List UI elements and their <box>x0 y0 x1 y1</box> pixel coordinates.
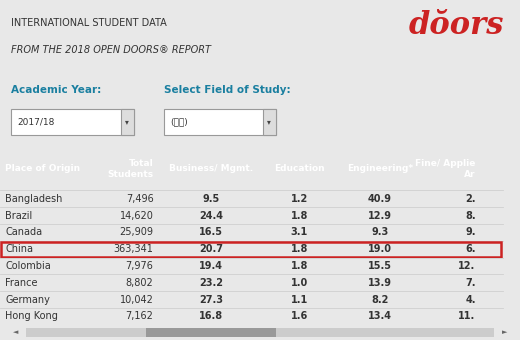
Text: France: France <box>5 278 37 288</box>
Text: 7,162: 7,162 <box>126 311 153 321</box>
Text: Hong Kong: Hong Kong <box>5 311 58 321</box>
Text: 10,042: 10,042 <box>120 294 153 305</box>
Text: 1.0: 1.0 <box>291 278 308 288</box>
Text: 1.8: 1.8 <box>291 244 308 254</box>
Text: Education: Education <box>274 165 325 173</box>
Text: INTERNATIONAL STUDENT DATA: INTERNATIONAL STUDENT DATA <box>11 18 167 28</box>
Text: 3.1: 3.1 <box>291 227 308 237</box>
Text: FROM THE 2018 OPEN DOORS® REPORT: FROM THE 2018 OPEN DOORS® REPORT <box>11 45 212 55</box>
Text: ◄: ◄ <box>13 329 18 335</box>
Text: 7,496: 7,496 <box>126 194 153 204</box>
FancyBboxPatch shape <box>11 109 134 135</box>
Text: Academic Year:: Academic Year: <box>11 85 102 95</box>
Text: ►: ► <box>502 329 507 335</box>
Text: Select Field of Study:: Select Field of Study: <box>164 85 291 95</box>
FancyBboxPatch shape <box>146 328 276 337</box>
Text: 11.: 11. <box>459 311 476 321</box>
Text: 2.: 2. <box>465 194 476 204</box>
Text: (全部): (全部) <box>170 118 188 126</box>
Text: 4.: 4. <box>465 294 476 305</box>
Text: ▾: ▾ <box>125 117 129 126</box>
Text: dŏors: dŏors <box>409 10 504 40</box>
Text: 24.4: 24.4 <box>199 210 224 221</box>
Text: 25,909: 25,909 <box>120 227 153 237</box>
Text: Place of Origin: Place of Origin <box>5 165 80 173</box>
Text: Colombia: Colombia <box>5 261 51 271</box>
Text: 15.5: 15.5 <box>368 261 392 271</box>
Text: 9.5: 9.5 <box>203 194 220 204</box>
Text: 1.8: 1.8 <box>291 210 308 221</box>
Text: 7.: 7. <box>465 278 476 288</box>
Text: 40.9: 40.9 <box>368 194 392 204</box>
Text: Bangladesh: Bangladesh <box>5 194 62 204</box>
Text: 16.8: 16.8 <box>199 311 224 321</box>
Text: Business/ Mgmt.: Business/ Mgmt. <box>170 165 253 173</box>
Text: 8.: 8. <box>465 210 476 221</box>
Text: 6.: 6. <box>465 244 476 254</box>
Text: 13.4: 13.4 <box>368 311 392 321</box>
FancyBboxPatch shape <box>26 328 494 337</box>
FancyBboxPatch shape <box>263 109 276 135</box>
Text: Engineering*: Engineering* <box>347 165 413 173</box>
Text: 23.2: 23.2 <box>199 278 224 288</box>
Text: Canada: Canada <box>5 227 42 237</box>
Text: 7,976: 7,976 <box>126 261 153 271</box>
Text: Germany: Germany <box>5 294 50 305</box>
Text: 363,341: 363,341 <box>114 244 153 254</box>
Text: 27.3: 27.3 <box>199 294 224 305</box>
Text: 12.9: 12.9 <box>368 210 392 221</box>
Text: 8.2: 8.2 <box>371 294 389 305</box>
Text: 9.: 9. <box>465 227 476 237</box>
Text: 1.2: 1.2 <box>291 194 308 204</box>
Text: Total
Students: Total Students <box>108 159 153 178</box>
Text: ▾: ▾ <box>267 117 271 126</box>
Text: Brazil: Brazil <box>5 210 32 221</box>
Text: Fine/ Applie
Ar: Fine/ Applie Ar <box>415 159 476 178</box>
Text: China: China <box>5 244 33 254</box>
Text: 19.4: 19.4 <box>199 261 224 271</box>
FancyBboxPatch shape <box>121 109 134 135</box>
Text: 1.6: 1.6 <box>291 311 308 321</box>
Text: 12.: 12. <box>459 261 476 271</box>
Text: 14,620: 14,620 <box>120 210 153 221</box>
Text: 1.8: 1.8 <box>291 261 308 271</box>
Text: 13.9: 13.9 <box>368 278 392 288</box>
Text: 19.0: 19.0 <box>368 244 392 254</box>
Text: 8,802: 8,802 <box>126 278 153 288</box>
Text: 2017/18: 2017/18 <box>18 118 55 126</box>
Text: 16.5: 16.5 <box>199 227 224 237</box>
Text: 20.7: 20.7 <box>199 244 224 254</box>
Text: 1.1: 1.1 <box>291 294 308 305</box>
FancyBboxPatch shape <box>164 109 276 135</box>
Text: 9.3: 9.3 <box>371 227 388 237</box>
